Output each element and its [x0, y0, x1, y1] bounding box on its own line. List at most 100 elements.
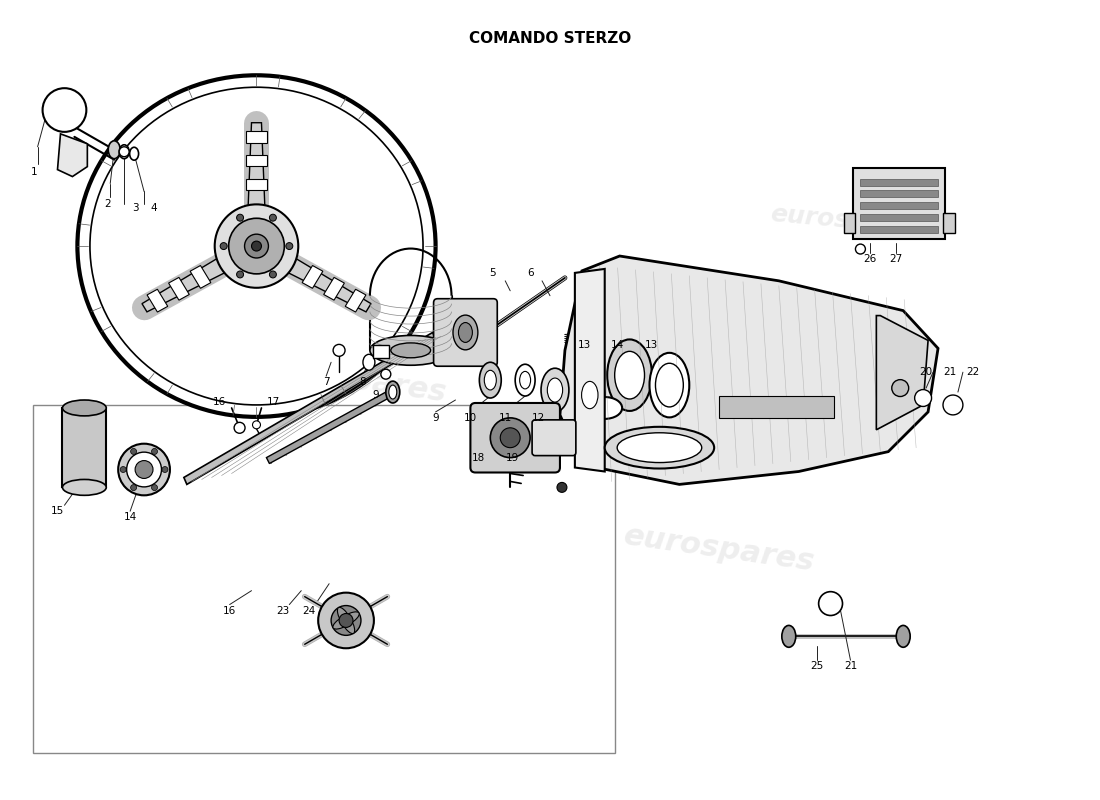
Circle shape — [131, 485, 136, 490]
Text: 14: 14 — [610, 340, 625, 350]
Ellipse shape — [519, 371, 530, 389]
FancyBboxPatch shape — [532, 420, 576, 456]
Ellipse shape — [782, 626, 795, 647]
Polygon shape — [190, 266, 211, 288]
Bar — [854, 168, 945, 239]
Circle shape — [286, 242, 293, 250]
Text: COMANDO STERZO: COMANDO STERZO — [469, 30, 631, 46]
Circle shape — [236, 271, 243, 278]
Circle shape — [914, 390, 932, 406]
Text: 5: 5 — [490, 268, 496, 278]
Circle shape — [119, 146, 129, 157]
Text: 14: 14 — [123, 512, 136, 522]
Circle shape — [120, 466, 127, 473]
Ellipse shape — [617, 433, 702, 462]
Circle shape — [500, 428, 520, 448]
Ellipse shape — [587, 397, 623, 419]
Polygon shape — [323, 278, 344, 300]
Circle shape — [818, 592, 843, 615]
Circle shape — [236, 214, 243, 221]
Text: 6: 6 — [527, 268, 534, 278]
Text: 11: 11 — [498, 413, 512, 423]
Ellipse shape — [135, 461, 153, 478]
Ellipse shape — [119, 145, 129, 158]
Text: 4: 4 — [151, 203, 157, 214]
Circle shape — [270, 271, 276, 278]
Ellipse shape — [548, 378, 562, 402]
Circle shape — [229, 218, 284, 274]
Circle shape — [892, 380, 909, 397]
Ellipse shape — [63, 400, 107, 416]
Text: 9: 9 — [432, 413, 439, 423]
Ellipse shape — [118, 444, 169, 495]
Ellipse shape — [453, 315, 477, 350]
FancyBboxPatch shape — [471, 403, 560, 473]
Circle shape — [557, 482, 566, 492]
Circle shape — [214, 204, 298, 288]
Ellipse shape — [484, 370, 496, 390]
Circle shape — [331, 606, 361, 635]
Ellipse shape — [582, 382, 598, 409]
Ellipse shape — [480, 362, 502, 398]
Text: 20: 20 — [920, 367, 933, 377]
Bar — [860, 202, 938, 210]
Text: eurospares: eurospares — [769, 202, 928, 240]
Circle shape — [234, 422, 245, 434]
Polygon shape — [575, 269, 605, 471]
Bar — [844, 214, 856, 233]
Polygon shape — [246, 131, 267, 142]
Circle shape — [270, 214, 276, 221]
Polygon shape — [246, 122, 266, 246]
Ellipse shape — [338, 607, 354, 634]
Circle shape — [220, 242, 227, 250]
Ellipse shape — [333, 612, 360, 629]
Polygon shape — [582, 335, 600, 438]
FancyBboxPatch shape — [433, 298, 497, 366]
Circle shape — [252, 241, 262, 251]
Circle shape — [162, 466, 168, 473]
Text: 10: 10 — [464, 413, 477, 423]
Text: 1: 1 — [31, 166, 37, 177]
Text: eurospares: eurospares — [621, 521, 816, 577]
Text: 22: 22 — [966, 367, 979, 377]
Circle shape — [943, 395, 962, 415]
Ellipse shape — [90, 87, 424, 405]
Ellipse shape — [649, 353, 690, 418]
Circle shape — [152, 449, 157, 454]
Text: 21: 21 — [844, 661, 857, 671]
Text: 24: 24 — [302, 606, 316, 615]
Text: 27: 27 — [890, 254, 903, 264]
Ellipse shape — [615, 351, 645, 399]
Circle shape — [43, 88, 87, 132]
Bar — [860, 214, 938, 222]
Ellipse shape — [390, 343, 430, 358]
Circle shape — [152, 485, 157, 490]
Circle shape — [381, 370, 390, 379]
Text: 17: 17 — [267, 397, 280, 407]
Ellipse shape — [126, 452, 162, 487]
Text: 16: 16 — [223, 606, 236, 615]
Polygon shape — [184, 333, 436, 485]
Ellipse shape — [459, 322, 472, 342]
Bar — [860, 190, 938, 198]
Text: 7: 7 — [322, 377, 329, 387]
Bar — [63, 408, 107, 487]
Ellipse shape — [607, 339, 652, 411]
Text: 16: 16 — [213, 397, 227, 407]
Bar — [860, 226, 938, 233]
Polygon shape — [877, 315, 928, 430]
Circle shape — [491, 418, 530, 458]
Ellipse shape — [63, 479, 107, 495]
Polygon shape — [560, 256, 938, 485]
Text: 18: 18 — [472, 453, 485, 462]
Polygon shape — [252, 238, 371, 312]
Circle shape — [131, 449, 136, 454]
Polygon shape — [345, 290, 366, 312]
Circle shape — [856, 244, 866, 254]
Bar — [719, 396, 834, 418]
Ellipse shape — [388, 385, 397, 399]
Ellipse shape — [541, 368, 569, 412]
Ellipse shape — [515, 364, 535, 396]
Polygon shape — [142, 238, 262, 312]
Bar — [943, 214, 955, 233]
